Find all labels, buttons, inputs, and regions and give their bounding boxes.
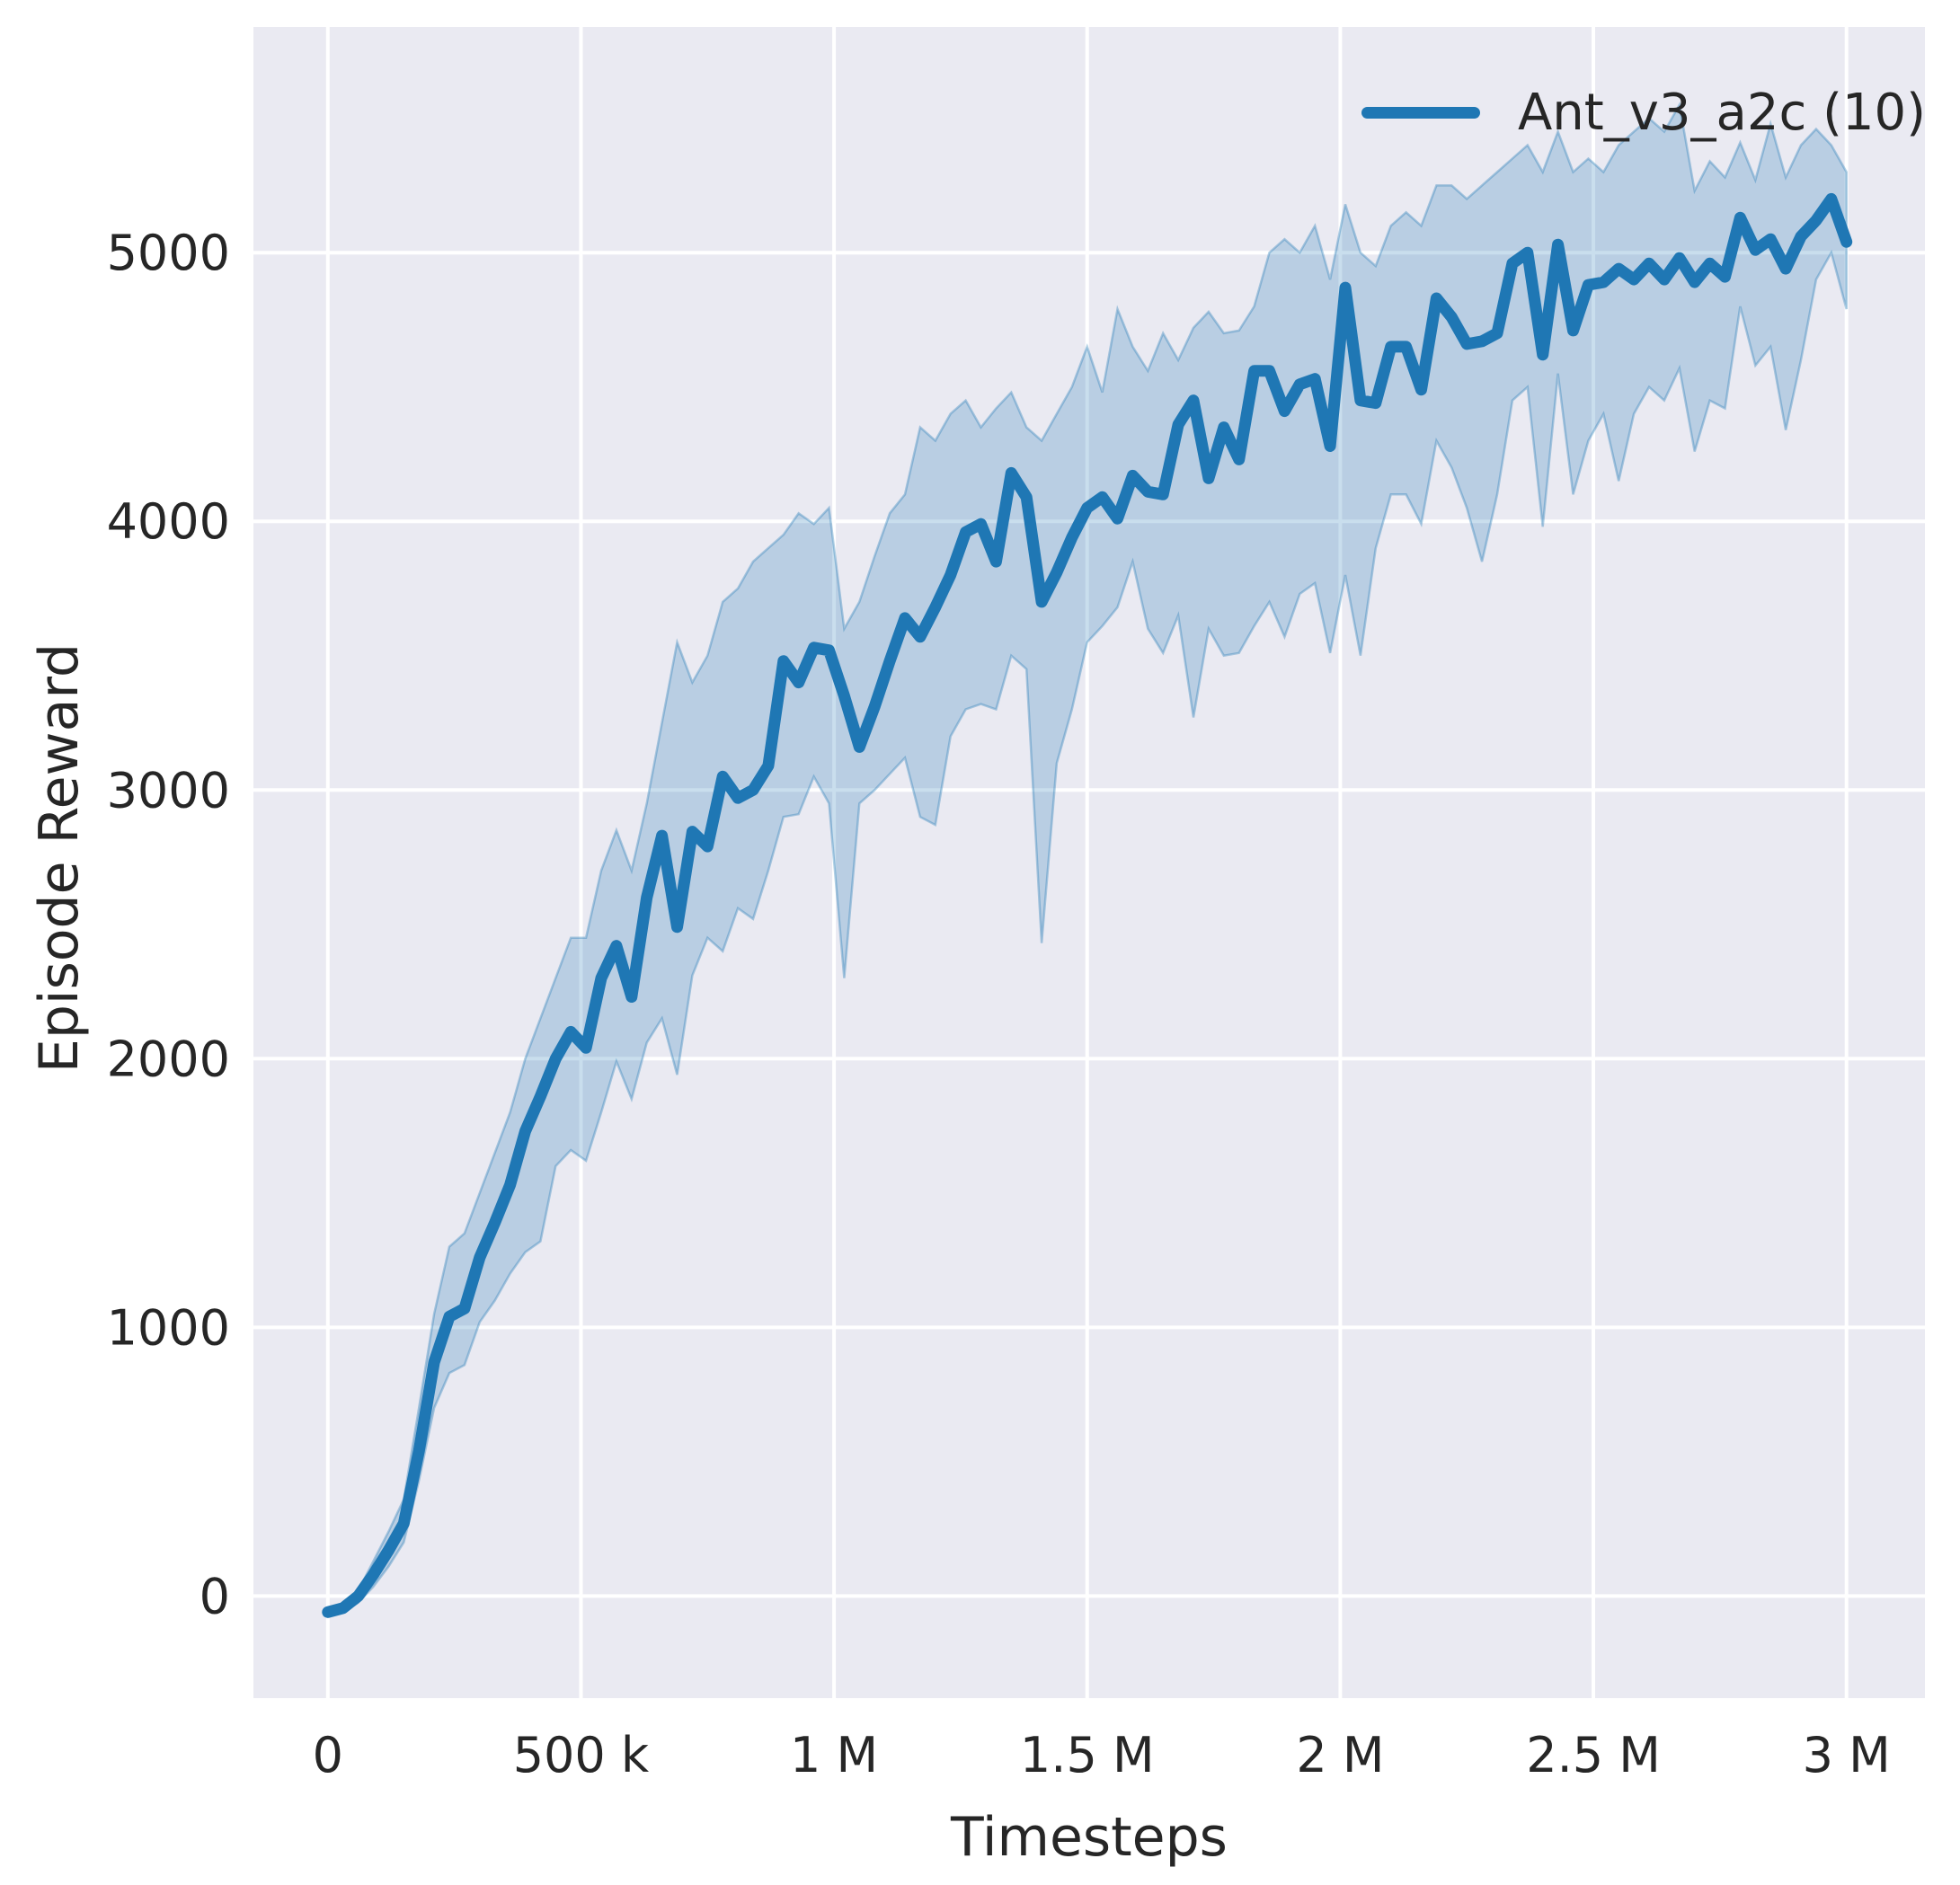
y-axis-label: Episode Reward: [28, 642, 91, 1074]
legend-label: Ant_v3_a2c (10): [1518, 84, 1927, 142]
y-tick-label: 1000: [107, 1299, 230, 1356]
y-tick-label: 4000: [107, 493, 230, 550]
y-tick-label: 0: [200, 1568, 230, 1624]
x-tick-label: 0: [313, 1727, 343, 1783]
y-tick-label: 5000: [107, 225, 230, 281]
confidence-band: [326, 102, 1848, 1618]
x-tick-label: 1.5 M: [1020, 1727, 1155, 1783]
x-axis-label: Timesteps: [951, 1806, 1228, 1869]
x-tick-label: 500 k: [513, 1727, 650, 1783]
mean-line: [322, 192, 1853, 1618]
x-tick-label: 2 M: [1296, 1727, 1384, 1783]
axes-background: [253, 27, 1925, 1698]
x-tick-label: 1 M: [790, 1727, 878, 1783]
legend-line-sample: [1361, 107, 1480, 119]
y-tick-label: 3000: [107, 762, 230, 819]
x-tick-label: 2.5 M: [1526, 1727, 1661, 1783]
legend: Ant_v3_a2c (10): [1361, 84, 1926, 142]
x-tick-label: 3 M: [1803, 1727, 1891, 1783]
y-tick-label: 2000: [107, 1031, 230, 1087]
